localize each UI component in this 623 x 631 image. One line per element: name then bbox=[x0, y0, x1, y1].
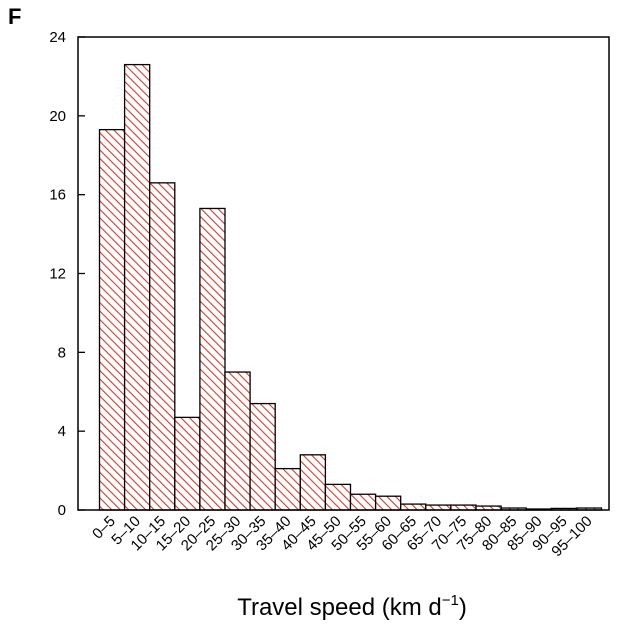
bar-15–20 bbox=[174, 416, 201, 511]
y-tick-label: 20 bbox=[49, 108, 66, 125]
bars-group bbox=[98, 63, 603, 511]
x-axis: 0–55–1010–1515–2020–2525–3030–3535–4040–… bbox=[89, 513, 596, 560]
bar-55–60 bbox=[374, 495, 402, 511]
bar-60–65 bbox=[400, 503, 427, 511]
bar-50–55 bbox=[349, 493, 377, 511]
bar-30–35 bbox=[249, 402, 276, 511]
y-tick-label: 4 bbox=[58, 423, 66, 440]
bar-10–15 bbox=[149, 182, 176, 511]
x-axis-label-suffix: ) bbox=[459, 594, 467, 621]
y-axis: 0 4 8 12 16 20 24 bbox=[49, 29, 85, 519]
bar-25–30 bbox=[224, 371, 251, 511]
bar-40–45 bbox=[299, 454, 327, 511]
bar-0–5 bbox=[98, 128, 126, 511]
y-tick-label: 8 bbox=[58, 344, 66, 361]
bar-20–25 bbox=[199, 207, 226, 511]
bar-35–40 bbox=[274, 467, 301, 511]
bar-45–50 bbox=[324, 483, 352, 511]
bar-5–10 bbox=[123, 63, 151, 511]
y-tick-label: 0 bbox=[58, 502, 66, 519]
y-tick-label: 16 bbox=[49, 187, 66, 204]
y-tick-label: 24 bbox=[49, 29, 66, 46]
x-axis-label-main: Travel speed (km d bbox=[237, 594, 442, 621]
x-axis-label-superscript: −1 bbox=[442, 592, 459, 609]
panel-label: F bbox=[8, 4, 21, 29]
y-tick-label: 12 bbox=[49, 266, 66, 283]
x-axis-label: Travel speed (km d−1) bbox=[237, 592, 467, 621]
